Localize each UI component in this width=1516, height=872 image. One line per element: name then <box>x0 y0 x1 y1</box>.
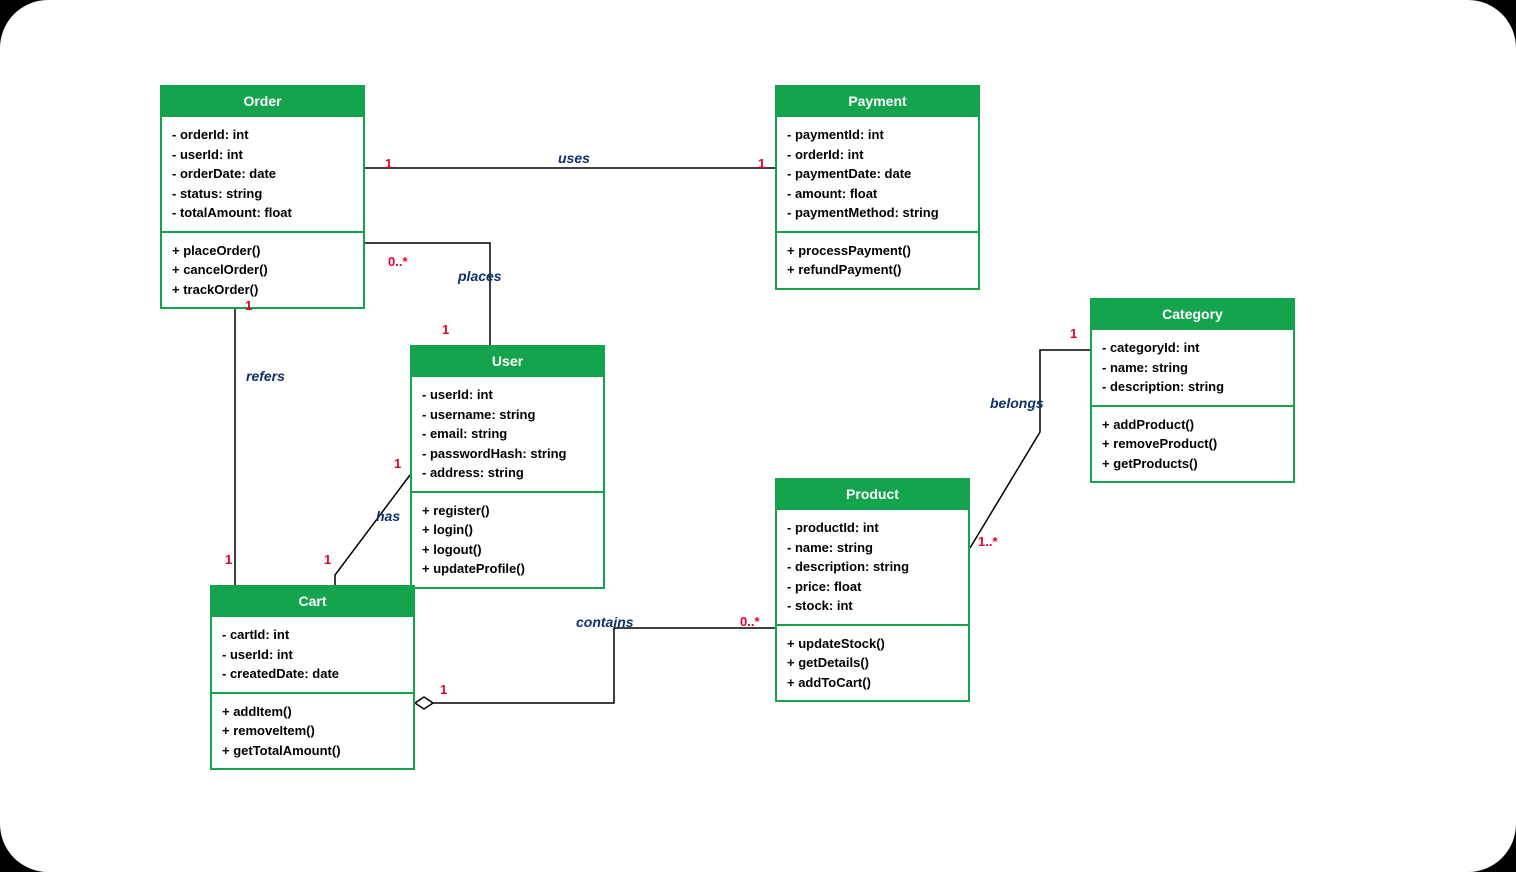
attr: - paymentDate: date <box>787 164 968 184</box>
attr: - status: string <box>172 184 353 204</box>
edge-label-places: places <box>458 268 502 284</box>
method: + addProduct() <box>1102 415 1283 435</box>
method: + processPayment() <box>787 241 968 261</box>
attributes: - cartId: int - userId: int - createdDat… <box>212 615 413 692</box>
attributes: - paymentId: int - orderId: int - paymen… <box>777 115 978 231</box>
diagram-canvas: Order - orderId: int - userId: int - ord… <box>0 0 1516 872</box>
edge-label-contains: contains <box>576 614 634 630</box>
mult: 1 <box>394 456 401 471</box>
attr: - userId: int <box>422 385 593 405</box>
attr: - description: string <box>1102 377 1283 397</box>
method: + logout() <box>422 540 593 560</box>
attr: - paymentMethod: string <box>787 203 968 223</box>
edge-label-refers: refers <box>246 368 285 384</box>
attributes: - productId: int - name: string - descri… <box>777 508 968 624</box>
attr: - cartId: int <box>222 625 403 645</box>
methods: + placeOrder() + cancelOrder() + trackOr… <box>162 231 363 308</box>
mult: 1 <box>225 552 232 567</box>
class-title: Product <box>777 480 968 508</box>
mult: 0..* <box>388 254 408 269</box>
method: + getTotalAmount() <box>222 741 403 761</box>
class-title: User <box>412 347 603 375</box>
attr: - username: string <box>422 405 593 425</box>
attr: - description: string <box>787 557 958 577</box>
method: + trackOrder() <box>172 280 353 300</box>
mult: 1 <box>1070 326 1077 341</box>
method: + removeItem() <box>222 721 403 741</box>
attr: - totalAmount: float <box>172 203 353 223</box>
attr: - price: float <box>787 577 958 597</box>
mult: 0..* <box>740 614 760 629</box>
class-title: Category <box>1092 300 1293 328</box>
attr: - orderId: int <box>172 125 353 145</box>
mult: 1 <box>758 156 765 171</box>
attributes: - orderId: int - userId: int - orderDate… <box>162 115 363 231</box>
class-product: Product - productId: int - name: string … <box>775 478 970 702</box>
methods: + updateStock() + getDetails() + addToCa… <box>777 624 968 701</box>
attr: - orderId: int <box>787 145 968 165</box>
attr: - stock: int <box>787 596 958 616</box>
methods: + processPayment() + refundPayment() <box>777 231 978 288</box>
class-user: User - userId: int - username: string - … <box>410 345 605 589</box>
method: + getProducts() <box>1102 454 1283 474</box>
attr: - passwordHash: string <box>422 444 593 464</box>
attr: - address: string <box>422 463 593 483</box>
method: + refundPayment() <box>787 260 968 280</box>
methods: + addItem() + removeItem() + getTotalAmo… <box>212 692 413 769</box>
method: + addItem() <box>222 702 403 722</box>
class-payment: Payment - paymentId: int - orderId: int … <box>775 85 980 290</box>
attr: - name: string <box>787 538 958 558</box>
attr: - paymentId: int <box>787 125 968 145</box>
method: + getDetails() <box>787 653 958 673</box>
attributes: - userId: int - username: string - email… <box>412 375 603 491</box>
method: + removeProduct() <box>1102 434 1283 454</box>
attr: - createdDate: date <box>222 664 403 684</box>
edge-label-has: has <box>376 508 400 524</box>
method: + addToCart() <box>787 673 958 693</box>
attr: - userId: int <box>172 145 353 165</box>
attr: - amount: float <box>787 184 968 204</box>
attr: - productId: int <box>787 518 958 538</box>
edge-label-belongs: belongs <box>990 395 1044 411</box>
edge-label-uses: uses <box>558 150 590 166</box>
attr: - name: string <box>1102 358 1283 378</box>
attr: - userId: int <box>222 645 403 665</box>
method: + register() <box>422 501 593 521</box>
method: + cancelOrder() <box>172 260 353 280</box>
attributes: - categoryId: int - name: string - descr… <box>1092 328 1293 405</box>
mult: 1 <box>245 298 252 313</box>
mult: 1 <box>385 156 392 171</box>
methods: + register() + login() + logout() + upda… <box>412 491 603 587</box>
attr: - email: string <box>422 424 593 444</box>
class-title: Cart <box>212 587 413 615</box>
method: + placeOrder() <box>172 241 353 261</box>
attr: - categoryId: int <box>1102 338 1283 358</box>
method: + updateStock() <box>787 634 958 654</box>
mult: 1 <box>324 552 331 567</box>
method: + updateProfile() <box>422 559 593 579</box>
mult: 1 <box>440 682 447 697</box>
method: + login() <box>422 520 593 540</box>
class-title: Payment <box>777 87 978 115</box>
mult: 1..* <box>978 534 998 549</box>
class-title: Order <box>162 87 363 115</box>
class-category: Category - categoryId: int - name: strin… <box>1090 298 1295 483</box>
mult: 1 <box>442 322 449 337</box>
attr: - orderDate: date <box>172 164 353 184</box>
methods: + addProduct() + removeProduct() + getPr… <box>1092 405 1293 482</box>
class-order: Order - orderId: int - userId: int - ord… <box>160 85 365 309</box>
class-cart: Cart - cartId: int - userId: int - creat… <box>210 585 415 770</box>
